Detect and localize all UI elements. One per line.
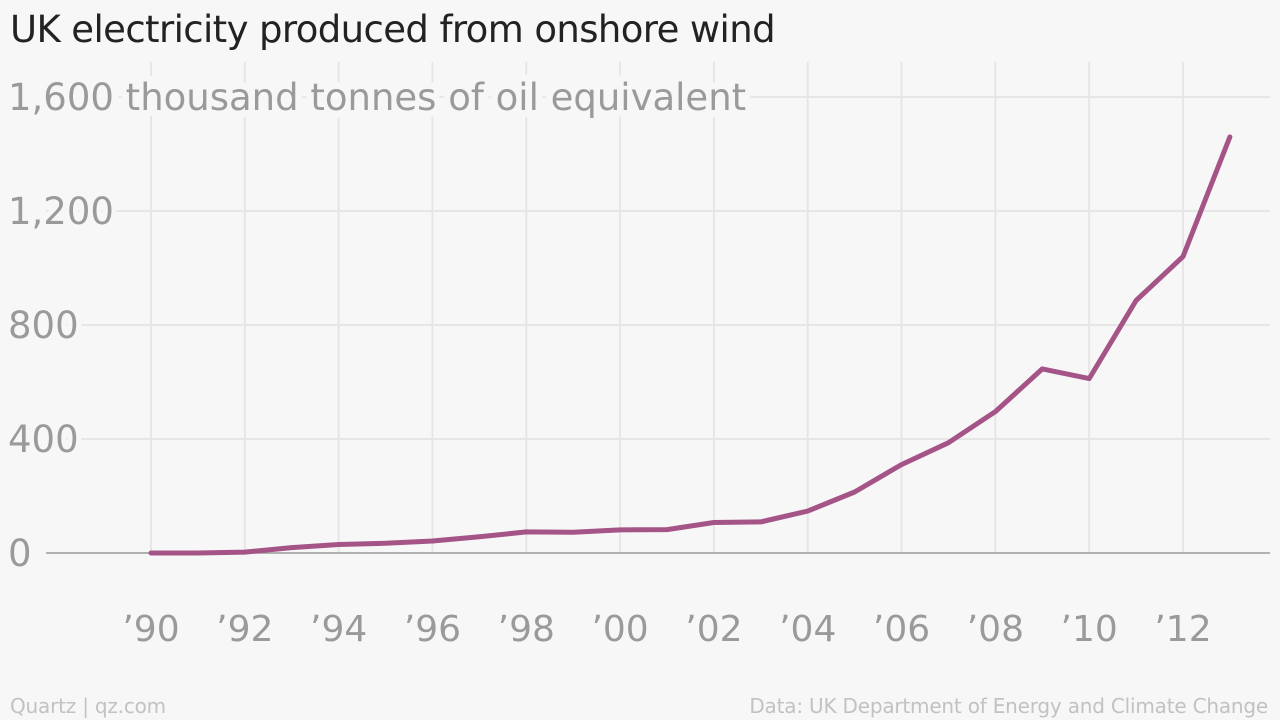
- x-tick-label-2006: ’06: [873, 609, 930, 650]
- x-tick-label-2004: ’04: [779, 609, 836, 650]
- series-line-0: [148, 134, 1233, 556]
- data-source: Data: UK Department of Energy and Climat…: [749, 694, 1268, 718]
- x-tick-label-2010: ’10: [1061, 609, 1118, 650]
- y-tick-label-1200: 1,200: [8, 190, 114, 233]
- y-tick-label-800: 800: [8, 304, 79, 347]
- x-tick-label-1992: ’92: [216, 609, 273, 650]
- x-tick-label-2000: ’00: [591, 609, 648, 650]
- y-tick-label-400: 400: [8, 418, 79, 461]
- x-tick-label-2012: ’12: [1154, 609, 1211, 650]
- source-credit: Quartz | qz.com: [10, 694, 166, 718]
- x-tick-label-1994: ’94: [310, 609, 367, 650]
- y-tick-label-0: 0: [8, 532, 32, 575]
- x-tick-label-1998: ’98: [498, 609, 555, 650]
- y-tick-label-1600: 1,600 thousand tonnes of oil equivalent: [8, 76, 746, 119]
- x-tick-label-1996: ’96: [404, 609, 461, 650]
- chart-title: UK electricity produced from onshore win…: [10, 8, 776, 51]
- x-tick-label-2008: ’08: [967, 609, 1024, 650]
- x-tick-label-1990: ’90: [122, 609, 179, 650]
- x-tick-label-2002: ’02: [685, 609, 742, 650]
